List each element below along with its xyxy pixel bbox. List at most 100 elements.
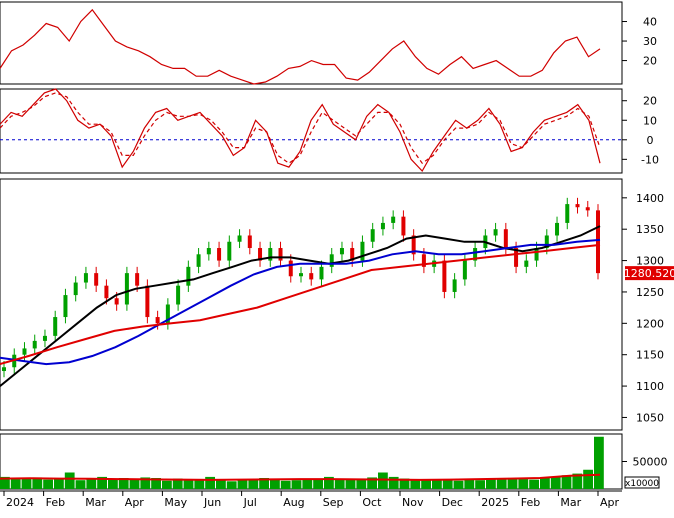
candle-body bbox=[22, 348, 27, 355]
last-price-badge bbox=[625, 266, 674, 281]
volume-bar bbox=[345, 479, 356, 489]
oscillator-2-signal-line bbox=[0, 92, 601, 165]
price-y-tick-label: 1350 bbox=[636, 223, 664, 236]
price-y-tick-label: 1300 bbox=[636, 255, 664, 268]
volume-bar bbox=[10, 479, 21, 489]
price-y-tick-label: 1400 bbox=[636, 192, 664, 205]
candle-body bbox=[309, 273, 314, 280]
candle-body bbox=[544, 235, 549, 249]
x-axis: 2024 Feb Mar Apr May Jun Jul Aug Sep Oct Nov Dec 202… bbox=[0, 490, 622, 509]
x-tick-label: Sep bbox=[323, 496, 344, 509]
volume-bar bbox=[432, 480, 442, 489]
candle-body bbox=[380, 222, 385, 230]
candle-body bbox=[534, 248, 539, 261]
oscillator-1-y-tick-label: 30 bbox=[643, 35, 657, 48]
oscillator-1-frame bbox=[0, 1, 623, 85]
candle-body bbox=[32, 340, 37, 349]
candle-body bbox=[268, 248, 273, 261]
volume-bar bbox=[280, 480, 291, 489]
candle-body bbox=[206, 248, 211, 255]
candle-body bbox=[73, 282, 78, 296]
volume-bar bbox=[259, 478, 269, 489]
x-tick-label: Aug bbox=[283, 496, 304, 509]
candle-body bbox=[555, 222, 560, 236]
candle-body bbox=[53, 317, 58, 336]
oscillator-2-y-tick-label: 10 bbox=[643, 114, 657, 127]
candle-body bbox=[411, 235, 416, 255]
candle-body bbox=[514, 248, 519, 267]
price-y-tick-label: 1100 bbox=[636, 380, 664, 393]
moving-average-line bbox=[0, 225, 601, 387]
candle-body bbox=[227, 241, 232, 261]
candle-body bbox=[258, 248, 263, 261]
candle-body bbox=[565, 204, 570, 223]
x-tick-label: Apr bbox=[125, 496, 145, 509]
oscillator-1-y-tick-label: 40 bbox=[643, 16, 657, 29]
volume-bar bbox=[540, 478, 550, 489]
volume-bar bbox=[367, 477, 377, 489]
volume-bar bbox=[172, 478, 183, 489]
candle-body bbox=[135, 273, 140, 286]
candle-body bbox=[442, 260, 447, 292]
candle-body bbox=[319, 266, 324, 280]
x-tick-label: Feb bbox=[46, 496, 65, 509]
volume-bar bbox=[194, 480, 205, 489]
volume-bar bbox=[561, 475, 572, 489]
volume-bar bbox=[583, 469, 593, 489]
candle-body bbox=[217, 248, 222, 261]
x-tick-label: 2024 bbox=[6, 496, 34, 509]
volume-bar bbox=[496, 478, 507, 489]
candle-body bbox=[114, 298, 119, 305]
volume-unit-box bbox=[624, 476, 660, 489]
volume-bar bbox=[205, 476, 215, 489]
candle-body bbox=[155, 317, 160, 324]
candle-body bbox=[493, 229, 498, 236]
candle-body bbox=[165, 304, 170, 324]
oscillator-panel-2: 20 10 0 -10 bbox=[0, 88, 659, 174]
candle-body bbox=[473, 248, 478, 261]
volume-bar bbox=[21, 478, 32, 489]
volume-bar bbox=[518, 479, 529, 489]
volume-bar bbox=[226, 481, 237, 489]
oscillator-panel-1: 40 30 20 bbox=[0, 1, 657, 85]
volume-bar bbox=[378, 472, 388, 489]
volume-bar bbox=[97, 476, 107, 489]
moving-average-line bbox=[0, 238, 601, 366]
candle-body bbox=[585, 207, 590, 211]
volume-y-tick-label: 50000 bbox=[633, 456, 668, 469]
candle-body bbox=[124, 273, 129, 305]
volume-bar bbox=[108, 478, 118, 489]
volume-bar bbox=[464, 479, 475, 489]
candle-body bbox=[63, 295, 68, 318]
candle-body bbox=[421, 254, 426, 267]
x-tick-label: May bbox=[164, 496, 187, 509]
oscillator-2-main-line bbox=[0, 88, 601, 172]
candle-body bbox=[145, 285, 150, 318]
volume-bar bbox=[140, 477, 151, 489]
candle-body bbox=[575, 204, 580, 208]
x-tick-label: Apr bbox=[600, 496, 620, 509]
candle-body bbox=[299, 273, 303, 277]
x-tick-label: Nov bbox=[402, 496, 424, 509]
volume-bar bbox=[237, 480, 248, 489]
candle-body bbox=[278, 248, 283, 261]
volume-bar bbox=[248, 479, 259, 489]
candle-body bbox=[186, 266, 191, 286]
x-tick-label: Feb bbox=[521, 496, 540, 509]
candle-body bbox=[288, 260, 293, 277]
volume-panel: 50000 x10000 bbox=[0, 433, 668, 490]
volume-unit-label: x10000 bbox=[625, 479, 659, 489]
candle-body bbox=[247, 235, 252, 249]
price-panel: 1400 1350 1300 1250 1200 1150 1100 1050 1280.520 bbox=[0, 178, 674, 431]
price-y-tick-label: 1200 bbox=[636, 317, 664, 330]
volume-bar bbox=[216, 479, 226, 489]
volume-bar bbox=[86, 479, 97, 489]
candle-body bbox=[401, 216, 406, 236]
volume-bar bbox=[75, 480, 86, 489]
volume-bar bbox=[324, 476, 334, 489]
volume-bar bbox=[183, 479, 194, 489]
candle-body bbox=[503, 229, 508, 249]
oscillator-2-y-tick-label: 20 bbox=[643, 95, 657, 108]
